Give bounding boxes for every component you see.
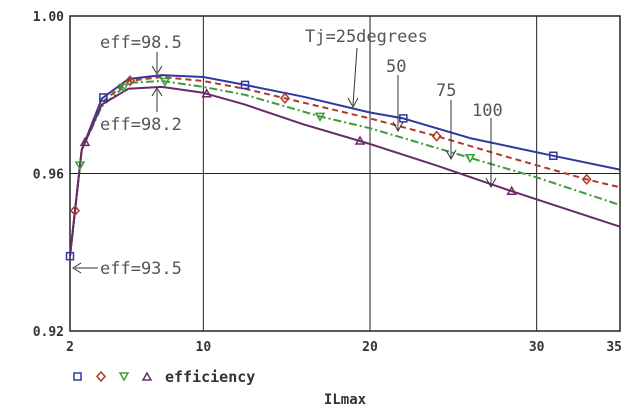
annotation-arrows [72, 47, 497, 274]
series-line-2 [69, 76, 621, 257]
y-tick-label: 0.92 [33, 325, 64, 340]
annotation-eff-93-5: eff=93.5 [100, 259, 182, 279]
data-point-square [399, 114, 408, 123]
series-markers [65, 75, 592, 261]
data-point-diamond [69, 204, 81, 217]
x-tick-label: 35 [606, 340, 622, 355]
data-point-square [240, 80, 250, 90]
data-point-triangle-down [118, 83, 129, 93]
x-tick-label: 30 [529, 340, 545, 355]
grid-lines [70, 16, 620, 331]
data-point-square [65, 251, 75, 261]
y-tick-labels: 1.00 0.96 0.92 [33, 10, 64, 340]
data-point-diamond [124, 75, 136, 87]
data-point-triangle-down [464, 154, 476, 164]
series-line-1 [69, 74, 621, 257]
data-point-diamond [431, 130, 442, 142]
y-tick-label: 0.96 [33, 168, 64, 183]
x-tick-label: 10 [196, 340, 212, 355]
legend-marker-triangle-up [141, 371, 153, 381]
legend-marker-triangle-down [118, 372, 130, 382]
data-point-triangle-up [201, 88, 212, 98]
data-point-triangle-down [159, 77, 171, 87]
data-point-square [99, 93, 108, 102]
annotation-50: 50 [386, 57, 406, 77]
x-tick-label: 2 [66, 340, 74, 355]
data-point-diamond [581, 173, 592, 186]
plot-frame [69, 15, 621, 332]
data-point-triangle-up [506, 185, 517, 195]
annotation-eff-98-5: eff=98.5 [100, 33, 182, 53]
series-lines [69, 74, 621, 257]
data-point-triangle-up [79, 136, 91, 147]
legend-marker-diamond [95, 370, 107, 383]
data-point-square [549, 151, 558, 161]
legend-marker-square [73, 372, 82, 381]
annotation-tj-25: Tj=25degrees [305, 27, 428, 47]
data-point-triangle-up [354, 135, 366, 145]
series-line-4 [69, 85, 621, 257]
data-point-triangle-down [74, 161, 86, 171]
annotation-eff-98-2: eff=98.2 [100, 115, 182, 135]
data-point-diamond [279, 92, 291, 104]
y-tick-label: 1.00 [33, 10, 64, 25]
x-axis-label: ILmax [324, 392, 367, 408]
annotation-100: 100 [472, 101, 503, 121]
x-tick-label: 20 [362, 340, 378, 355]
data-point-triangle-down [314, 112, 326, 122]
legend: efficiency [73, 368, 255, 386]
annotation-75: 75 [436, 81, 456, 101]
legend-label: efficiency [165, 368, 255, 386]
x-tick-labels: 2 10 20 30 35 [66, 340, 622, 355]
